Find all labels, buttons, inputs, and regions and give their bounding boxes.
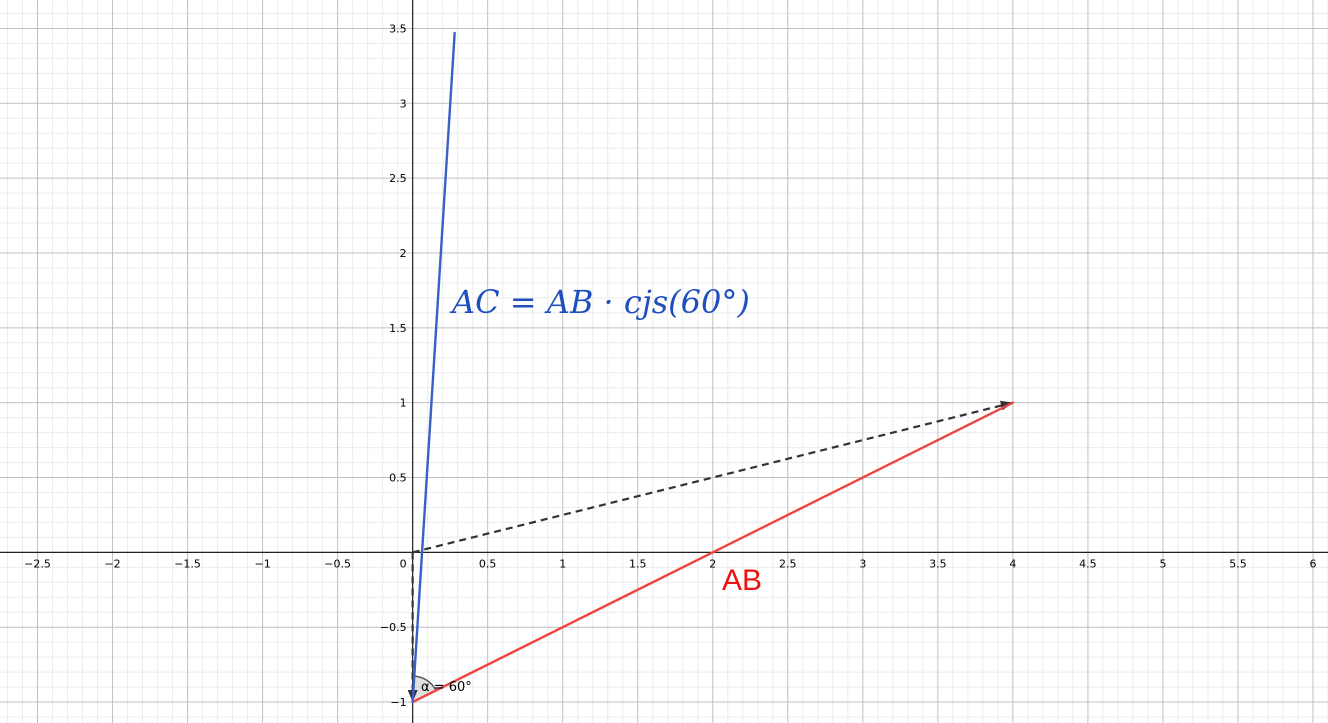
x-tick-label: 4: [1009, 557, 1016, 570]
x-tick-label: 5: [1159, 557, 1166, 570]
y-tick-label: 3.5: [389, 22, 407, 35]
x-tick-label: 3: [859, 557, 866, 570]
ab-label[interactable]: AB: [722, 564, 762, 597]
x-tick-label: 1: [559, 557, 566, 570]
construction-objects[interactable]: [407, 31, 1015, 704]
x-tick-label: 4.5: [1079, 557, 1097, 570]
x-tick-label: 2.5: [779, 557, 797, 570]
origin-label: 0: [400, 557, 407, 570]
angle-alpha-label[interactable]: α = 60°: [421, 680, 472, 695]
x-tick-label: 1.5: [629, 557, 647, 570]
x-tick-label: −2: [104, 557, 120, 570]
y-tick-label: −1: [390, 696, 406, 709]
x-tick-label: 2: [709, 557, 716, 570]
x-tick-label: 0.5: [479, 557, 497, 570]
y-tick-label: 2.5: [389, 172, 407, 185]
y-tick-label: 3: [400, 97, 407, 110]
y-tick-label: 1: [400, 397, 407, 410]
x-tick-label: 5.5: [1229, 557, 1247, 570]
segment-ac[interactable]: [411, 31, 456, 704]
x-axis-tick-labels: −2.5 −2 −1.5 −1 −0.5 0.5 1 1.5 2 2.5 3 3.5 4 4.5 5 5.5 6: [24, 557, 1316, 570]
x-tick-label: 6: [1309, 557, 1316, 570]
x-tick-label: −1: [254, 557, 270, 570]
y-tick-label: 2: [400, 247, 407, 260]
x-tick-label: −1.5: [174, 557, 201, 570]
y-tick-label: −0.5: [380, 621, 407, 634]
y-tick-label: 1.5: [389, 322, 407, 335]
x-tick-label: 3.5: [929, 557, 947, 570]
y-axis-tick-labels: −1 −0.5 0.5 1 1.5 2 2.5 3 3.5: [380, 22, 407, 709]
y-tick-label: 0.5: [389, 472, 407, 485]
segment-ab[interactable]: [411, 401, 1015, 704]
ac-formula-label[interactable]: AC = AB · cjs(60°): [449, 283, 750, 321]
x-tick-label: −0.5: [324, 557, 351, 570]
x-tick-label: −2.5: [24, 557, 51, 570]
